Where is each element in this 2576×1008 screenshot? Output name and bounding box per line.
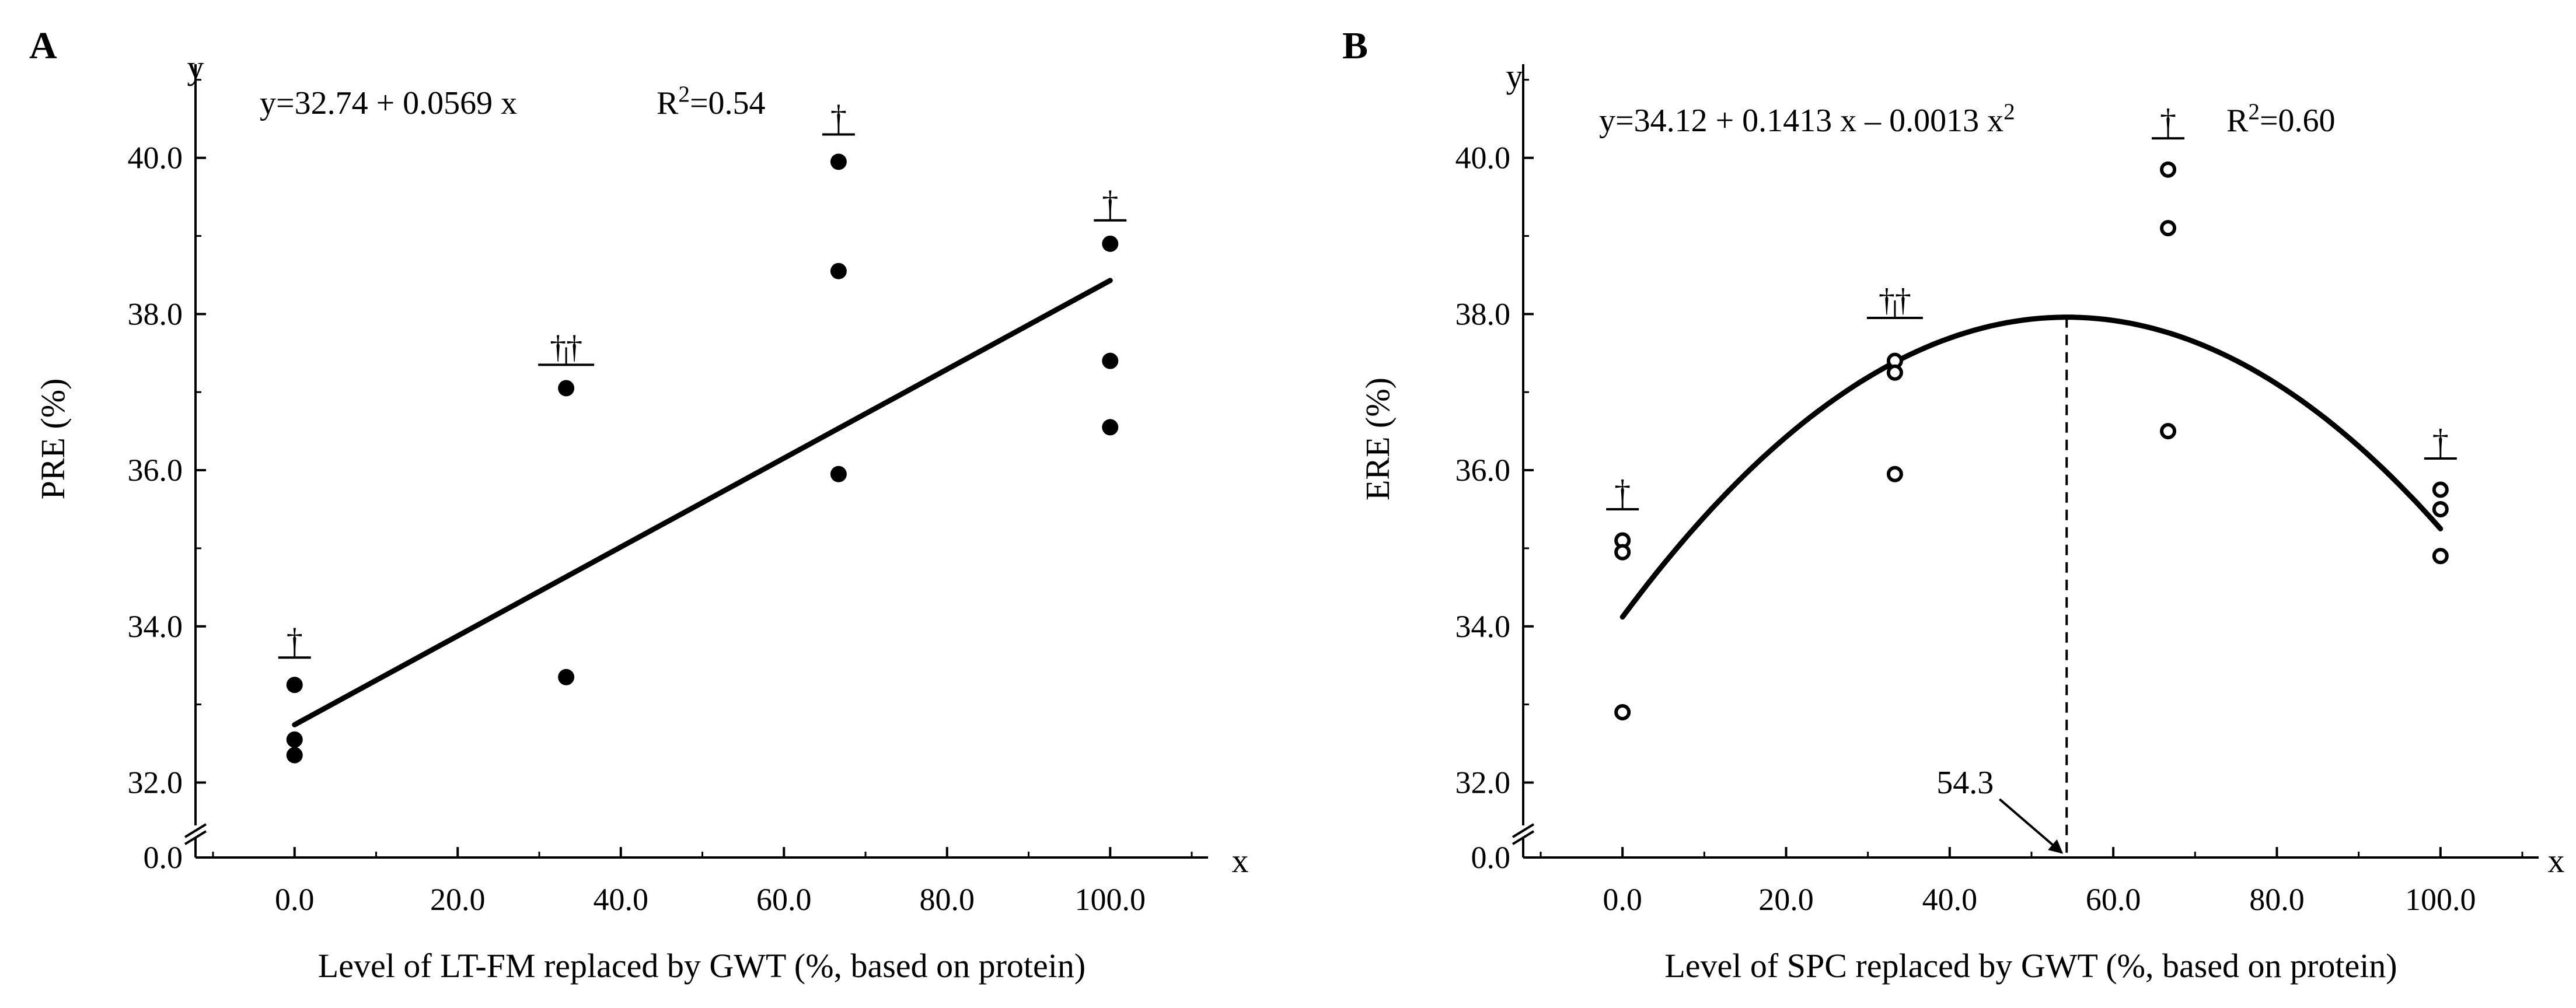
axis-break-mark xyxy=(184,830,207,845)
y-tick-label: 36.0 xyxy=(1455,453,1511,488)
significance-symbol: †† xyxy=(1879,282,1911,318)
y-tick-label: 40.0 xyxy=(1455,141,1511,176)
data-point xyxy=(2432,501,2449,517)
regression-equation: y=34.12 + 0.1413 x – 0.0013 x2 xyxy=(1599,99,2015,139)
x-tick-label: 100.0 xyxy=(1075,882,1146,917)
x-tick-label: 80.0 xyxy=(920,882,975,917)
y-axis-title: PRE (%) xyxy=(34,379,72,500)
y-tick-label: 40.0 xyxy=(128,141,183,176)
x-tick-label: 100.0 xyxy=(2405,882,2476,917)
x-tick-label: 60.0 xyxy=(2086,882,2141,917)
y-axis-symbol: y xyxy=(1506,57,1523,95)
x-tick-label: 20.0 xyxy=(1758,882,1814,917)
x-axis-symbol: x xyxy=(1232,842,1249,880)
y-tick-label: 36.0 xyxy=(128,453,183,488)
data-point xyxy=(1886,466,1903,482)
significance-symbol: † xyxy=(830,99,847,135)
optimum-arrow xyxy=(1998,798,2064,854)
axis-break-mark xyxy=(1512,823,1535,838)
x-tick-label: 0.0 xyxy=(1603,882,1642,917)
data-point xyxy=(830,153,847,170)
data-point xyxy=(1102,352,1119,369)
y-tick-label: 38.0 xyxy=(128,296,183,331)
data-point xyxy=(1102,235,1119,252)
regression-equation: y=32.74 + 0.0569 x xyxy=(260,85,517,121)
x-axis-symbol: x xyxy=(2548,842,2565,880)
data-point xyxy=(1886,364,1903,381)
r-squared-label: R2=0.60 xyxy=(2226,99,2336,139)
axis-break-mark xyxy=(1512,830,1535,845)
x-axis-title: Level of LT-FM replaced by GWT (%, based… xyxy=(318,947,1085,985)
data-point xyxy=(1614,704,1631,720)
y-zero-label: 0.0 xyxy=(1471,840,1511,875)
data-point xyxy=(2160,423,2177,440)
panel-b: B 32.0 34.0 36.0 38.0 40.0 0.0 0.0 20.0 40.0 60.0 8… xyxy=(1342,24,2565,985)
panel-a: A 32.0 34.0 36.0 38.0 40.0 0.0 0.0 20.0 40.0 60.0 8… xyxy=(29,24,1249,985)
data-point xyxy=(558,668,575,685)
y-tick-label: 32.0 xyxy=(1455,765,1511,800)
y-axis-title: ERE (%) xyxy=(1359,377,1397,501)
data-point xyxy=(286,677,303,694)
x-tick-label: 80.0 xyxy=(2249,882,2305,917)
significance-symbol: † xyxy=(1614,474,1631,510)
fit-curve xyxy=(1619,314,2444,620)
data-point xyxy=(2432,481,2449,498)
data-point xyxy=(830,466,847,482)
significance-symbol: † xyxy=(1102,185,1118,221)
panel-letter: A xyxy=(29,24,57,67)
x-tick-label: 20.0 xyxy=(430,882,486,917)
y-tick-label: 38.0 xyxy=(1455,296,1511,331)
data-point xyxy=(286,747,303,764)
data-point xyxy=(1614,544,1631,561)
significance-symbol: † xyxy=(287,622,303,658)
r-squared-label: R2=0.54 xyxy=(657,82,766,122)
data-point xyxy=(286,731,303,748)
data-point xyxy=(2160,161,2177,178)
data-point xyxy=(558,380,575,397)
optimum-label: 54.3 xyxy=(1936,765,1994,801)
x-tick-label: 60.0 xyxy=(756,882,812,917)
x-axis-title: Level of SPC replaced by GWT (%, based o… xyxy=(1664,947,2397,985)
data-point xyxy=(830,262,847,279)
data-point xyxy=(1102,419,1119,436)
fit-line xyxy=(292,278,1113,727)
data-point xyxy=(2432,548,2449,565)
significance-symbol: † xyxy=(2432,423,2449,459)
y-zero-label: 0.0 xyxy=(144,840,183,875)
axis-break-mark xyxy=(184,823,207,838)
significance-symbol: † xyxy=(2160,103,2176,139)
x-tick-label: 40.0 xyxy=(594,882,649,917)
y-tick-label: 34.0 xyxy=(128,609,183,644)
panel-letter: B xyxy=(1342,24,1368,67)
x-tick-label: 40.0 xyxy=(1922,882,1978,917)
y-axis-symbol: y xyxy=(187,48,204,86)
data-point xyxy=(2160,220,2177,237)
x-tick-label: 0.0 xyxy=(275,882,315,917)
y-tick-label: 34.0 xyxy=(1455,609,1511,644)
y-tick-label: 32.0 xyxy=(128,765,183,800)
significance-symbol: †† xyxy=(550,329,582,365)
